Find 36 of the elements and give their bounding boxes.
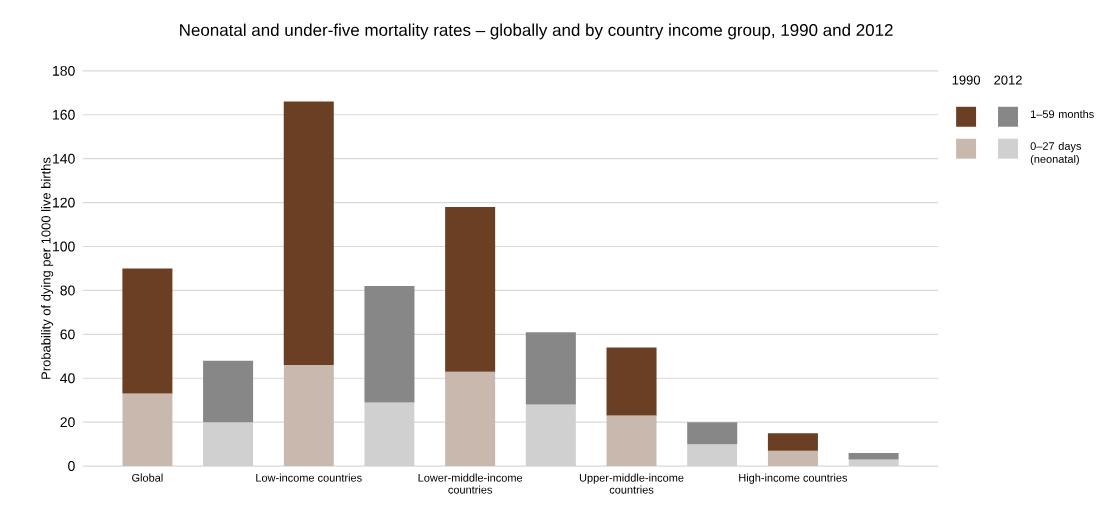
y-tick-label: 160 [53,109,75,120]
y-tick-label: 100 [53,241,75,252]
y-tick-label: 180 [53,65,75,76]
text: 1990 [952,75,981,85]
legend-label: 0–27 days (neonatal) [1030,141,1082,166]
bar [606,415,657,467]
bar [445,371,496,467]
bar [848,452,899,460]
bar [283,365,334,467]
bar [767,450,818,467]
y-axis-title: Probability of dying per 1000 live births [41,157,54,379]
y-tick-label: 60 [60,329,75,340]
chart-title: Neonatal and under-five mortality rates – globally and by country income group, 1990 and 2012 [180,23,893,40]
bar [606,347,657,416]
bar [122,268,173,394]
bar [525,332,576,405]
legend-label: 1–59 months [1031,109,1094,119]
x-tick-label: Lower-middle-income countries [418,473,523,494]
bar [687,422,738,445]
bar [445,206,496,372]
bar [122,393,173,467]
bar [767,433,818,451]
bar [203,360,254,423]
x-tick-label: Global [132,473,163,482]
y-tick-label: 140 [53,153,75,164]
x-tick-label: High-income countries [739,473,848,484]
text: 2012 [994,75,1022,85]
x-tick-label: Upper-middle-income countries [579,473,684,494]
y-tick-label: 20 [60,417,75,428]
y-tick-label: 40 [60,373,75,384]
y-tick-label: 0 [68,461,75,472]
bar [364,286,415,403]
y-tick-label: 120 [53,197,75,208]
y-tick-label: 80 [60,285,75,296]
x-tick-label: Low-income countries [256,473,362,482]
bar [283,101,334,366]
